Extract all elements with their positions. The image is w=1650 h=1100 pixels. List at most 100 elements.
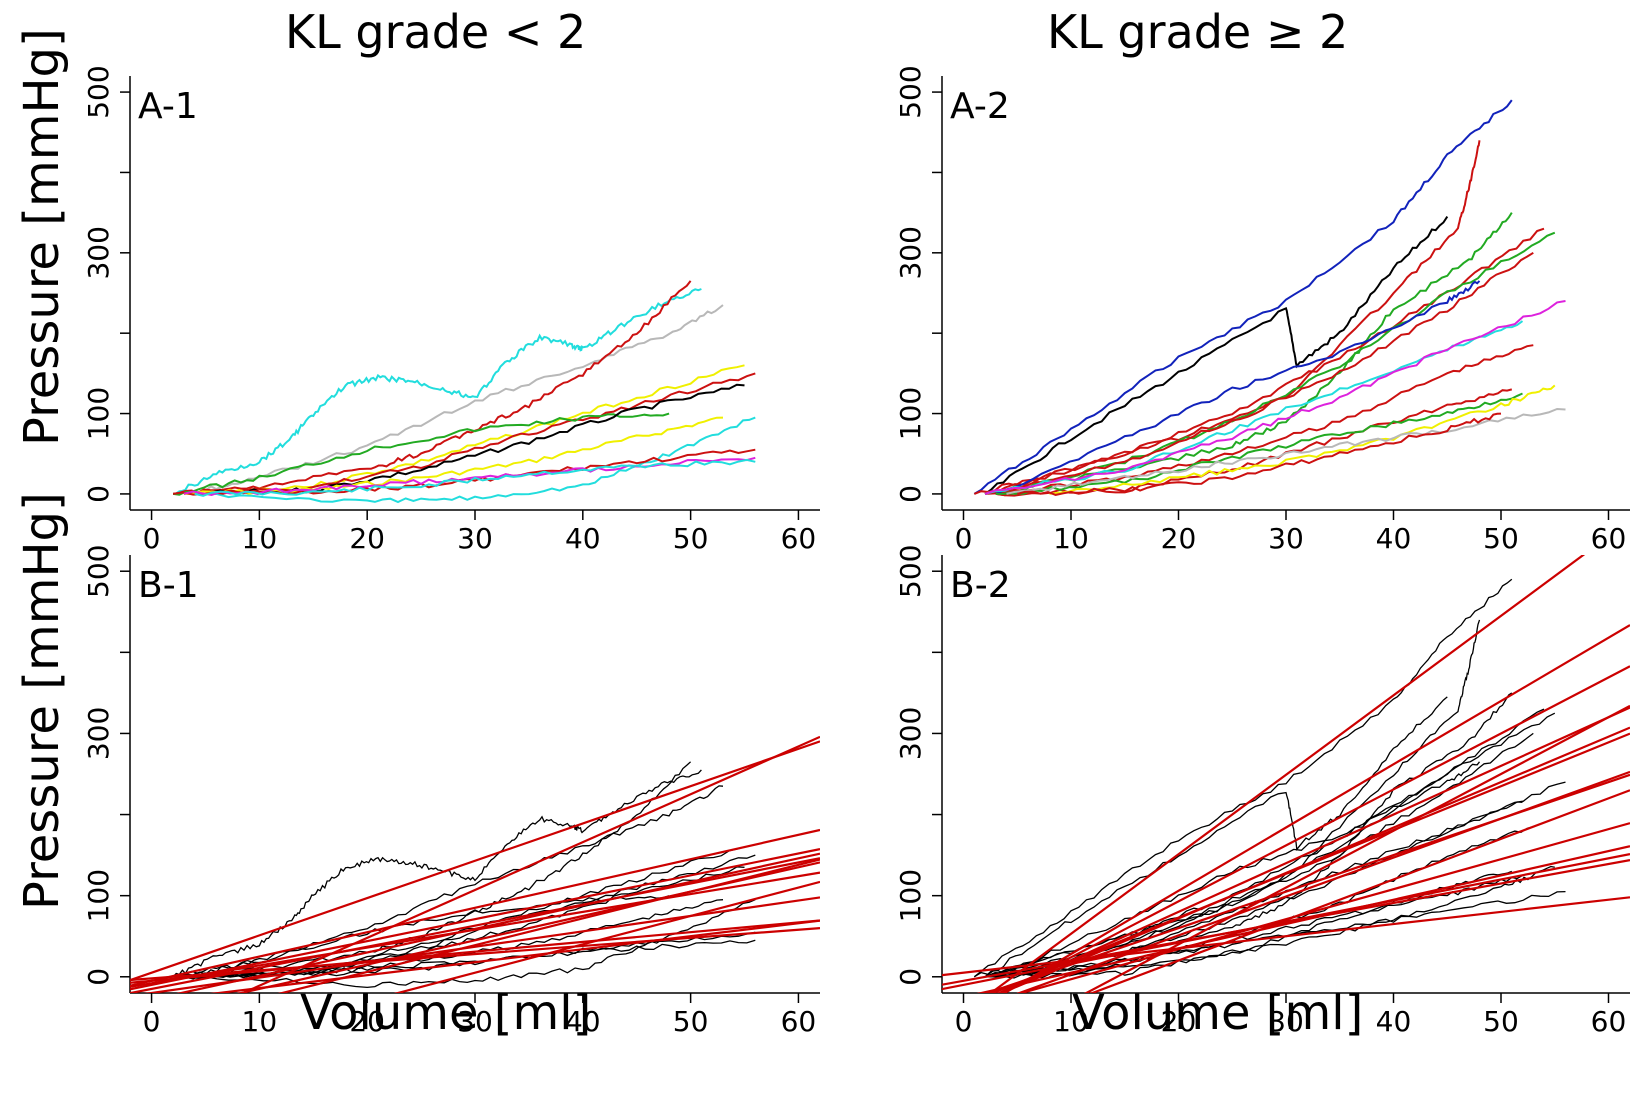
x-tick-label: 20 xyxy=(349,1005,385,1038)
y-tick-label: 500 xyxy=(894,65,927,118)
x-tick-label: 20 xyxy=(1161,1005,1197,1038)
x-axis-label-right: Volume [ml] xyxy=(1072,985,1364,1041)
raw-curve xyxy=(984,696,1448,978)
x-tick-label: 10 xyxy=(1053,522,1089,555)
y-tick-label: 0 xyxy=(82,485,115,503)
x-tick-label: 40 xyxy=(565,522,601,555)
panel-label: A-2 xyxy=(950,86,1010,127)
y-tick-label: 300 xyxy=(82,226,115,279)
panel-a-2: 0 10 20 30 40 50 60 0 100 300 500 A-2 xyxy=(894,65,1630,555)
series-line-red-2 xyxy=(984,227,1545,495)
panel-a-1: 0 10 20 30 40 50 60 0 100 300 500 A-1 xyxy=(82,65,820,555)
series-line-cyan-2 xyxy=(205,416,756,504)
column-title-kl-low: KL grade < 2 xyxy=(285,5,587,59)
x-tick-label: 60 xyxy=(1591,1005,1627,1038)
fit-line xyxy=(209,919,820,993)
x-tick-label: 0 xyxy=(143,522,161,555)
panel-b-1: 0 10 20 30 40 50 60 0 100 300 500 B-1 xyxy=(82,544,820,1038)
panel-label: B-2 xyxy=(950,565,1011,606)
panel-b-2: 0 10 20 30 40 50 60 0 100 300 500 B-2 xyxy=(894,544,1630,1038)
plot-area xyxy=(942,555,1630,993)
y-tick-label: 100 xyxy=(82,387,115,440)
y-tick-label: 500 xyxy=(82,65,115,118)
fit-line xyxy=(942,896,1630,977)
series-line-blue-1 xyxy=(973,99,1513,495)
y-tick-label: 0 xyxy=(894,485,927,503)
x-tick-label: 40 xyxy=(565,1005,601,1038)
fit-line xyxy=(236,861,820,993)
x-tick-label: 20 xyxy=(1161,522,1197,555)
series-line-green-2 xyxy=(995,231,1556,495)
raw-curve xyxy=(995,761,1481,978)
x-tick-label: 60 xyxy=(781,1005,817,1038)
x-tick-label: 30 xyxy=(457,522,493,555)
series-line-cyan-1 xyxy=(984,320,1524,495)
series-line-red-3 xyxy=(172,448,756,496)
x-tick-label: 30 xyxy=(1268,522,1304,555)
x-tick-label: 0 xyxy=(955,522,973,555)
fit-line xyxy=(976,845,1630,993)
fit-line xyxy=(130,848,820,991)
x-tick-label: 50 xyxy=(1483,1005,1519,1038)
y-tick-label: 100 xyxy=(894,869,927,922)
x-tick-label: 10 xyxy=(1053,1005,1089,1038)
x-tick-label: 10 xyxy=(242,522,278,555)
x-tick-label: 50 xyxy=(673,1005,709,1038)
series-line-red-6 xyxy=(1017,412,1502,496)
x-axis-label-left: Volume [ml] xyxy=(300,985,592,1041)
fit-line xyxy=(989,555,1586,993)
x-tick-label: 40 xyxy=(1376,1005,1412,1038)
raw-curve xyxy=(205,899,756,989)
series-line-yellow-1 xyxy=(183,364,745,496)
fit-line xyxy=(143,896,820,993)
y-tick-label: 500 xyxy=(894,544,927,597)
x-tick-label: 20 xyxy=(349,522,385,555)
x-tick-label: 10 xyxy=(242,1005,278,1038)
raw-curve xyxy=(973,578,1513,978)
series-line-gray-1 xyxy=(1006,407,1566,495)
x-tick-label: 60 xyxy=(1591,522,1627,555)
y-tick-label: 100 xyxy=(894,387,927,440)
y-tick-label: 300 xyxy=(894,226,927,279)
plot-area xyxy=(973,99,1566,497)
x-tick-label: 50 xyxy=(1483,522,1519,555)
fit-line xyxy=(942,859,1630,986)
y-tick-label: 500 xyxy=(82,544,115,597)
raw-curve xyxy=(995,874,1523,978)
x-tick-label: 30 xyxy=(457,1005,493,1038)
plot-area xyxy=(172,280,756,504)
fit-line xyxy=(130,871,820,988)
panel-label: B-1 xyxy=(138,565,199,606)
fit-line xyxy=(1084,704,1630,993)
x-tick-label: 60 xyxy=(781,522,817,555)
panel-label: A-1 xyxy=(138,86,198,127)
series-line-green-3 xyxy=(995,392,1523,495)
fit-line xyxy=(393,880,820,993)
y-tick-label: 0 xyxy=(82,968,115,986)
x-tick-label: 0 xyxy=(955,1005,973,1038)
x-tick-label: 0 xyxy=(143,1005,161,1038)
series-line-cyan-1 xyxy=(172,288,702,495)
y-tick-label: 300 xyxy=(82,707,115,760)
column-title-kl-high: KL grade ≥ 2 xyxy=(1047,5,1349,59)
y-tick-label: 300 xyxy=(894,707,927,760)
y-tick-label: 0 xyxy=(894,968,927,986)
series-line-yellow-1 xyxy=(1049,384,1556,495)
series-line-green-1 xyxy=(984,212,1513,495)
series-line-magenta-1 xyxy=(984,300,1566,495)
series-line-cyan-3 xyxy=(194,458,756,497)
series-line-red-4 xyxy=(995,344,1534,497)
series-line-black-1 xyxy=(984,216,1449,495)
raw-curve xyxy=(183,785,724,979)
y-tick-label: 100 xyxy=(82,869,115,922)
series-line-green-1 xyxy=(172,412,670,496)
fit-line xyxy=(130,740,820,982)
x-tick-label: 40 xyxy=(1376,522,1412,555)
fit-line xyxy=(130,828,820,987)
plot-area xyxy=(130,735,820,993)
fit-line xyxy=(1089,789,1630,993)
fit-line xyxy=(130,927,820,982)
series-line-red-3 xyxy=(984,251,1534,495)
x-tick-label: 30 xyxy=(1268,1005,1304,1038)
